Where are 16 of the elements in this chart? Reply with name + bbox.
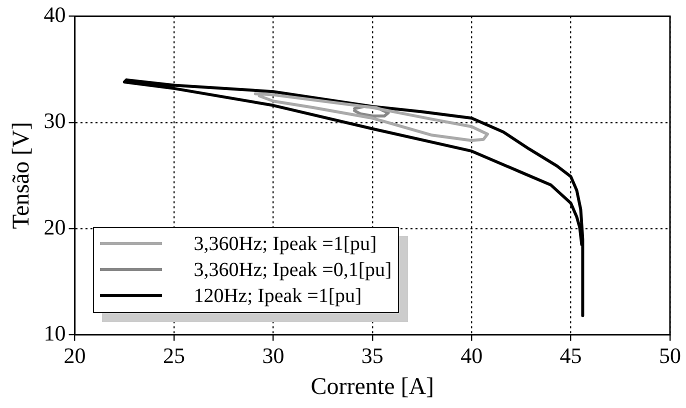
x-tick-label: 25 [163,342,185,368]
y-axis-title: Tensão [V] [8,122,35,229]
legend-label: 3,360Hz; Ipeak =0,1[pu] [194,258,392,283]
y-tick-label: 20 [44,214,66,240]
legend-label: 3,360Hz; Ipeak =1[pu] [194,232,377,257]
x-tick-label: 40 [460,342,483,368]
x-tick-label: 20 [64,342,86,368]
y-tick-label: 30 [44,108,66,134]
legend-label: 120Hz; Ipeak =1[pu] [194,284,362,309]
y-tick-label: 10 [44,320,66,346]
x-axis-title: Corrente [A] [310,374,434,400]
x-tick-label: 45 [560,342,582,368]
x-tick-label: 50 [659,342,681,368]
x-tick-label: 35 [361,342,384,368]
x-tick-label: 30 [262,342,284,368]
y-tick-label: 40 [44,2,66,27]
